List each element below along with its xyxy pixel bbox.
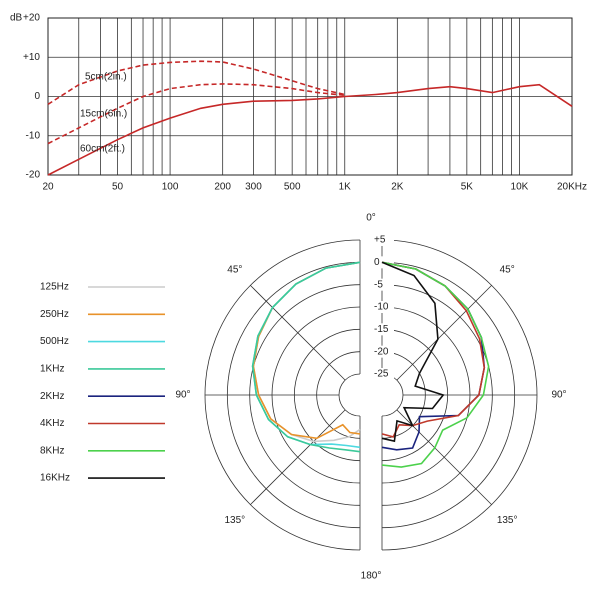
curve-label: 60cm(2ft.): [80, 144, 125, 155]
rtick-bg: [372, 323, 394, 336]
r-tick-label: -20: [374, 346, 389, 357]
angle-spoke: [250, 285, 346, 381]
r-tick-label: -10: [374, 302, 389, 313]
rtick-bg: [372, 234, 394, 246]
radial-grid: [338, 373, 361, 417]
plot-frame: [47, 17, 573, 176]
radial-grid: [381, 373, 404, 417]
x-tick-label: 20KHz: [557, 182, 587, 193]
legend-label: 250Hz: [40, 309, 69, 320]
y-tick-label: +10: [23, 52, 40, 63]
x-tick-label: 500: [284, 182, 301, 193]
response-curve: [47, 83, 345, 145]
x-tick-label: 300: [245, 182, 262, 193]
x-tick-label: 10K: [511, 182, 529, 193]
rtick-bg: [372, 301, 394, 313]
angle-label: 135°: [224, 515, 245, 526]
legend-label: 16KHz: [40, 473, 70, 484]
legend-label: 2KHz: [40, 391, 64, 402]
r-tick-label: -5: [374, 279, 383, 290]
y-tick-label: -20: [26, 170, 41, 181]
r-tick-label: 0: [374, 257, 380, 268]
x-tick-label: 200: [214, 182, 231, 193]
curve-label: 15cm(6in.): [80, 109, 127, 120]
angle-spoke: [396, 285, 492, 381]
legend-label: 4KHz: [40, 418, 64, 429]
polar-curve: [381, 261, 490, 468]
x-tick-label: 20: [42, 182, 54, 193]
x-tick-label: 5K: [461, 182, 474, 193]
rtick-bg: [372, 278, 394, 291]
x-tick-label: 100: [162, 182, 179, 193]
polar-curve: [252, 261, 361, 440]
angle-label: 90°: [551, 390, 566, 401]
polar-curve: [381, 261, 445, 443]
legend-label: 8KHz: [40, 445, 64, 456]
r-tick-label: -15: [374, 324, 389, 335]
curve-label: 5cm(2in.): [85, 72, 127, 83]
legend-label: 1KHz: [40, 364, 64, 375]
y-tick-label: 0: [34, 91, 40, 102]
response-curve: [47, 60, 345, 105]
legend-label: 500Hz: [40, 336, 69, 347]
x-tick-label: 1K: [339, 182, 352, 193]
y-tick-label: -10: [26, 130, 41, 141]
rtick-bg: [372, 368, 394, 380]
x-tick-label: 50: [112, 182, 124, 193]
angle-label: 135°: [497, 515, 518, 526]
angle-label: 45°: [500, 264, 515, 275]
angle-spoke: [250, 409, 346, 505]
polar-curve: [251, 261, 361, 453]
rtick-bg: [372, 345, 394, 358]
polar-curve: [252, 261, 361, 443]
angle-label: 45°: [227, 264, 242, 275]
response-curve: [47, 83, 573, 176]
angle-label: 0°: [366, 213, 376, 224]
angle-label: 180°: [361, 571, 382, 582]
r-tick-label: +5: [374, 235, 386, 246]
y-axis-label: dB: [10, 13, 23, 24]
legend-label: 125Hz: [40, 282, 69, 293]
y-tick-label: +20: [23, 13, 40, 24]
r-tick-label: -25: [374, 369, 389, 380]
x-tick-label: 2K: [391, 182, 404, 193]
angle-label: 90°: [175, 390, 190, 401]
